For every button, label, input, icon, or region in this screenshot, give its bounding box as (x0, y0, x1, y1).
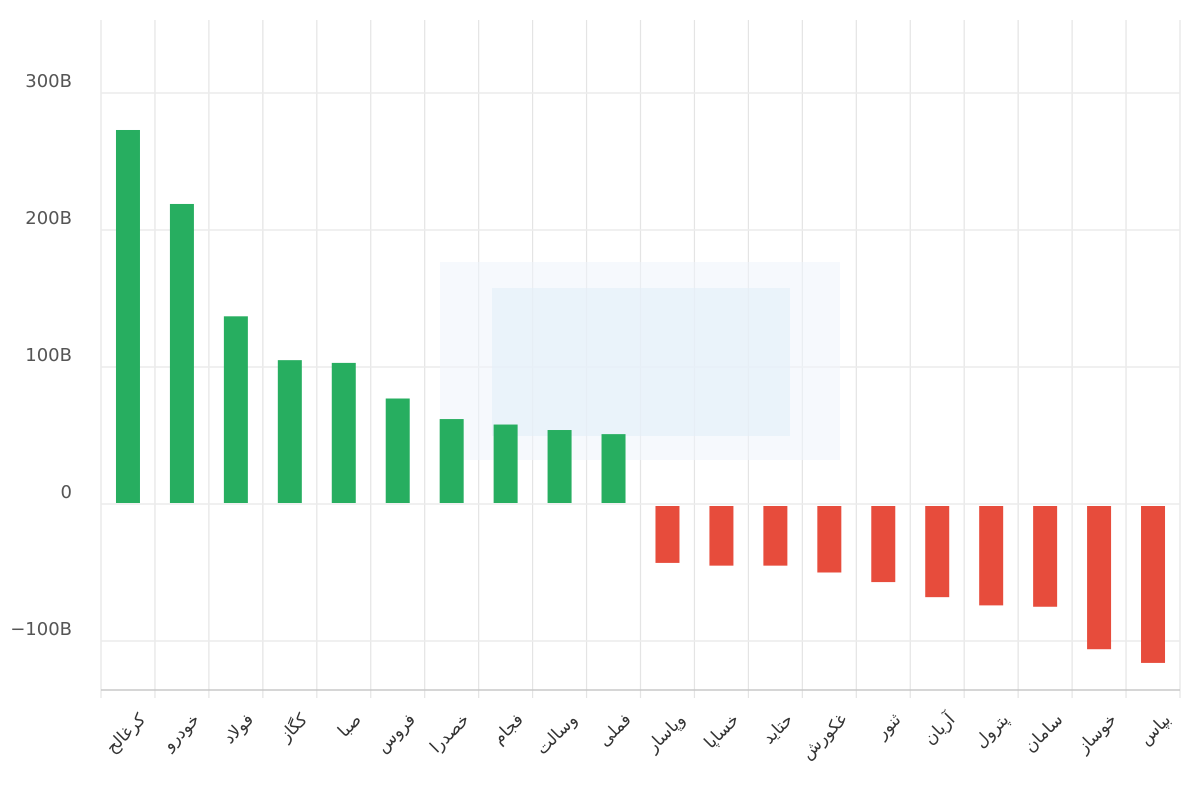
x-tick-label: خساپا (700, 710, 743, 753)
x-tick-label: خوساز (1073, 710, 1121, 758)
bar[interactable] (277, 360, 302, 503)
y-tick-label: 300B (25, 71, 72, 92)
bar[interactable] (1141, 506, 1166, 663)
bar[interactable] (925, 506, 950, 598)
x-tick-label: فجام (489, 710, 528, 749)
x-tick-label: وپاسار (642, 710, 689, 757)
bar[interactable] (763, 506, 788, 566)
x-tick-label: بپاس (1136, 710, 1175, 749)
x-tick-label: ثنور (871, 710, 905, 744)
bar[interactable] (871, 506, 896, 583)
bar[interactable] (709, 506, 734, 566)
bar[interactable] (1087, 506, 1112, 650)
bar[interactable] (385, 398, 410, 503)
bar[interactable] (439, 419, 464, 503)
x-tick-label: فولاد (220, 710, 258, 748)
y-tick-labels: −100B 0 100B 200B 300B (10, 71, 72, 640)
x-tick-label: آریان (919, 708, 960, 749)
x-tick-label: خصدرا (426, 710, 473, 757)
x-tick-label: کرغالح (102, 709, 151, 758)
bar[interactable] (547, 430, 572, 503)
bar[interactable] (223, 316, 248, 503)
bar[interactable] (817, 506, 842, 573)
x-tick-label: حتاید (759, 710, 798, 749)
x-tick-labels: کرغالح خودرو فولاد کگاز صبا فروس خصدرا فجام وسال… (102, 708, 1175, 764)
x-tick-label: صبا (334, 710, 366, 742)
x-tick-label: خودرو (158, 710, 203, 755)
bars (115, 129, 1166, 663)
bar[interactable] (655, 506, 680, 563)
bar[interactable] (331, 362, 356, 503)
bar[interactable] (493, 424, 518, 503)
x-tick-label: غکورش (798, 710, 852, 764)
bar[interactable] (115, 129, 140, 504)
bar[interactable] (169, 203, 194, 503)
x-tick-label: کگاز (274, 709, 312, 747)
x-tick-label: وسالت (532, 710, 581, 759)
y-tick-label: 0 (61, 482, 72, 503)
x-tick-label: سامان (1020, 710, 1067, 757)
y-tick-label: 100B (25, 345, 72, 366)
y-tick-label: 200B (25, 208, 72, 229)
bar[interactable] (1033, 506, 1058, 607)
y-tick-label: −100B (10, 619, 72, 640)
x-tick-label: پترول (971, 710, 1013, 752)
bar[interactable] (601, 434, 626, 503)
x-tick-label: فملی (595, 710, 636, 751)
bar[interactable] (979, 506, 1004, 606)
x-tick-label: فروس (373, 710, 420, 757)
